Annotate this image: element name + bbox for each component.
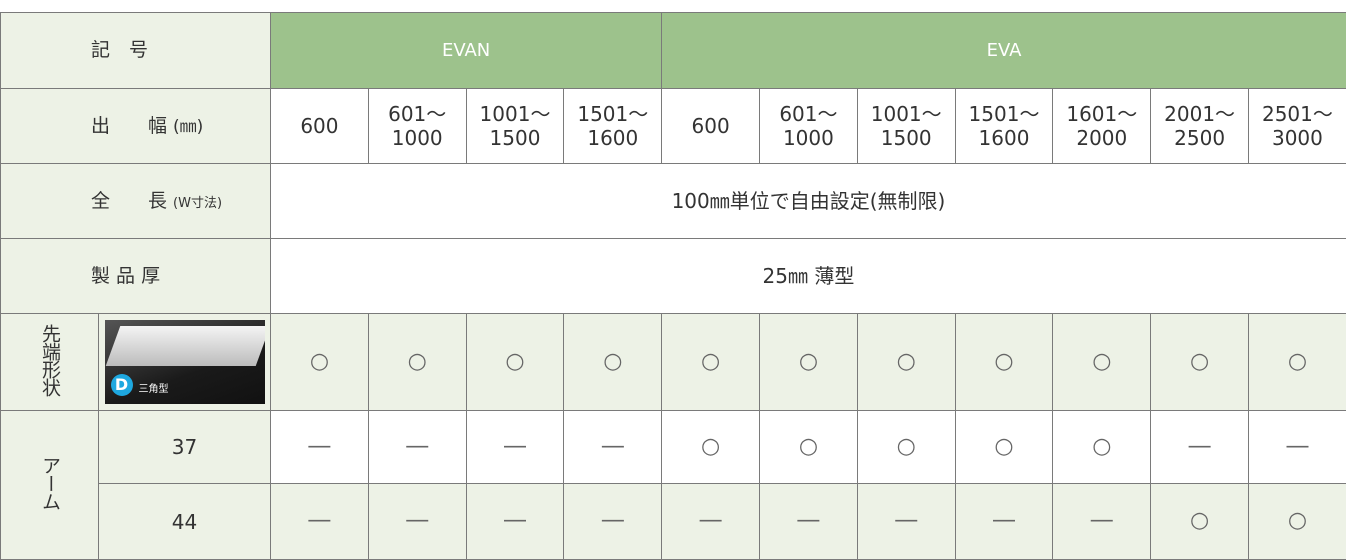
availability: ―: [271, 411, 369, 484]
width-line: 3000: [1272, 126, 1323, 150]
width-line: 601～: [779, 102, 837, 126]
availability: ―: [564, 484, 662, 560]
width-line: 1001～: [480, 102, 551, 126]
availability: ○: [955, 314, 1053, 411]
availability: ―: [466, 484, 564, 560]
table-row: 全 長 (W寸法) 100㎜単位で自由設定(無制限): [1, 164, 1346, 239]
width-value: 1501～1600: [955, 89, 1053, 164]
availability: ○: [760, 411, 858, 484]
width-line: 1500: [881, 126, 932, 150]
availability: ○: [271, 314, 369, 411]
label-text: 製 品 厚: [91, 265, 160, 287]
width-line: 1501～: [577, 102, 648, 126]
width-value: 1001～1500: [466, 89, 564, 164]
tip-image: D 三角型: [105, 320, 265, 404]
width-line: 600: [300, 114, 338, 138]
width-line: 1601～: [1066, 102, 1137, 126]
availability: ―: [662, 484, 760, 560]
label-text: 記 号: [91, 39, 148, 61]
unit: (㎜): [173, 117, 203, 137]
table-row: 44―――――――――○○: [1, 484, 1346, 560]
row-label: アーム: [1, 411, 99, 560]
width-line: 1000: [392, 126, 443, 150]
availability: ○: [1053, 314, 1151, 411]
availability: ○: [564, 314, 662, 411]
group-header: EVA: [662, 13, 1346, 89]
availability: ―: [1053, 484, 1151, 560]
width-line: 1501～: [969, 102, 1040, 126]
width-line: 600: [692, 114, 730, 138]
row-label: 製 品 厚: [1, 239, 271, 314]
availability: ○: [662, 314, 760, 411]
width-value: 2001～2500: [1151, 89, 1249, 164]
availability: ―: [1249, 411, 1346, 484]
availability: ○: [955, 411, 1053, 484]
availability: ○: [1053, 411, 1151, 484]
width-line: 2000: [1076, 126, 1127, 150]
width-line: 1000: [783, 126, 834, 150]
caption: 三角型: [139, 384, 169, 396]
row-value: 25㎜ 薄型: [271, 239, 1346, 314]
width-value: 600: [662, 89, 760, 164]
availability: ―: [760, 484, 858, 560]
width-line: 1001～: [871, 102, 942, 126]
row-label: 先端形状: [1, 314, 99, 411]
width-value: 601～1000: [760, 89, 858, 164]
availability: ―: [368, 484, 466, 560]
vertical-label: 先端形状: [40, 324, 59, 396]
badge: D: [111, 374, 133, 396]
width-line: 2001～: [1164, 102, 1235, 126]
unit: (W寸法): [173, 196, 222, 211]
vertical-label: アーム: [40, 456, 59, 510]
width-line: 601～: [388, 102, 446, 126]
group-header: EVAN: [271, 13, 662, 89]
availability: ―: [857, 484, 955, 560]
width-line: 2501～: [1262, 102, 1333, 126]
availability: ○: [466, 314, 564, 411]
row-label: 出 幅 (㎜): [1, 89, 271, 164]
width-line: 1500: [490, 126, 541, 150]
availability: ○: [1151, 314, 1249, 411]
availability: ○: [662, 411, 760, 484]
table-row: 製 品 厚 25㎜ 薄型: [1, 239, 1346, 314]
availability: ○: [1249, 484, 1346, 560]
arm-size: 44: [99, 484, 271, 560]
width-line: 1600: [979, 126, 1030, 150]
width-value: 1501～1600: [564, 89, 662, 164]
availability: ○: [1151, 484, 1249, 560]
width-value: 1601～2000: [1053, 89, 1151, 164]
width-value: 1001～1500: [857, 89, 955, 164]
availability: ―: [466, 411, 564, 484]
availability: ○: [368, 314, 466, 411]
availability: ―: [368, 411, 466, 484]
width-line: 2500: [1174, 126, 1225, 150]
width-value: 600: [271, 89, 369, 164]
width-value: 2501～3000: [1249, 89, 1346, 164]
row-label: 全 長 (W寸法): [1, 164, 271, 239]
availability: ―: [564, 411, 662, 484]
label-text: 出 幅: [91, 115, 167, 137]
availability: ―: [271, 484, 369, 560]
availability: ○: [760, 314, 858, 411]
availability: ○: [857, 411, 955, 484]
label-text: 全 長: [91, 190, 167, 212]
row-label: 記 号: [1, 13, 271, 89]
availability: ―: [955, 484, 1053, 560]
availability: ―: [1151, 411, 1249, 484]
profile-shape: [105, 326, 264, 366]
width-value: 601～1000: [368, 89, 466, 164]
row-value: 100㎜単位で自由設定(無制限): [271, 164, 1346, 239]
image-cell: D 三角型: [99, 314, 271, 411]
arm-size: 37: [99, 411, 271, 484]
availability: ○: [1249, 314, 1346, 411]
width-line: 1600: [587, 126, 638, 150]
availability: ○: [857, 314, 955, 411]
